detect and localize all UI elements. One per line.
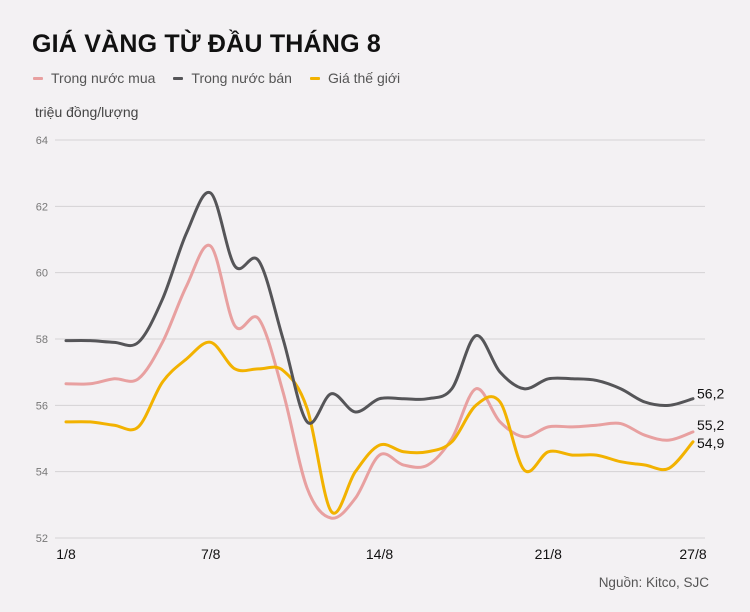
series-line [64,340,695,515]
y-axis-unit-label: triệu đồng/lượng [35,104,139,120]
legend-item-domestic-sell: Trong nước bán [173,70,292,86]
legend-label: Giá thế giới [327,70,401,86]
legend-item-world-price: Giá thế giới [309,70,401,86]
legend-item-domestic-buy: Trong nước mua [33,70,155,86]
series-line [64,190,695,425]
end-value-label: 55,2 [697,417,724,433]
y-tick-label: 62 [36,201,48,213]
legend: Trong nước mua Trong nước bán Giá thế gi… [33,70,400,86]
legend-label: Trong nước bán [191,70,292,86]
y-tick-label: 56 [36,400,48,412]
y-tick-label: 54 [36,467,48,479]
y-tick-label: 52 [36,533,48,545]
x-tick-label: 21/8 [535,546,562,562]
legend-label: Trong nước mua [51,70,156,86]
y-tick-label: 60 [36,268,48,280]
legend-swatch-icon [173,76,184,80]
y-tick-label: 58 [36,334,48,346]
y-tick-label: 64 [36,135,48,147]
x-tick-label: 1/8 [56,546,76,562]
legend-swatch-icon [309,76,320,80]
end-value-label: 56,2 [697,386,724,402]
x-tick-label: 14/8 [366,546,393,562]
x-tick-label: 27/8 [679,546,706,562]
legend-swatch-icon [33,76,43,80]
series-line [64,243,695,520]
end-value-label: 54,9 [697,435,724,451]
source-note: Nguồn: Kitco, SJC [598,575,709,590]
x-tick-label: 7/8 [201,546,221,562]
chart-title: GIÁ VÀNG TỪ ĐẦU THÁNG 8 [32,30,381,58]
